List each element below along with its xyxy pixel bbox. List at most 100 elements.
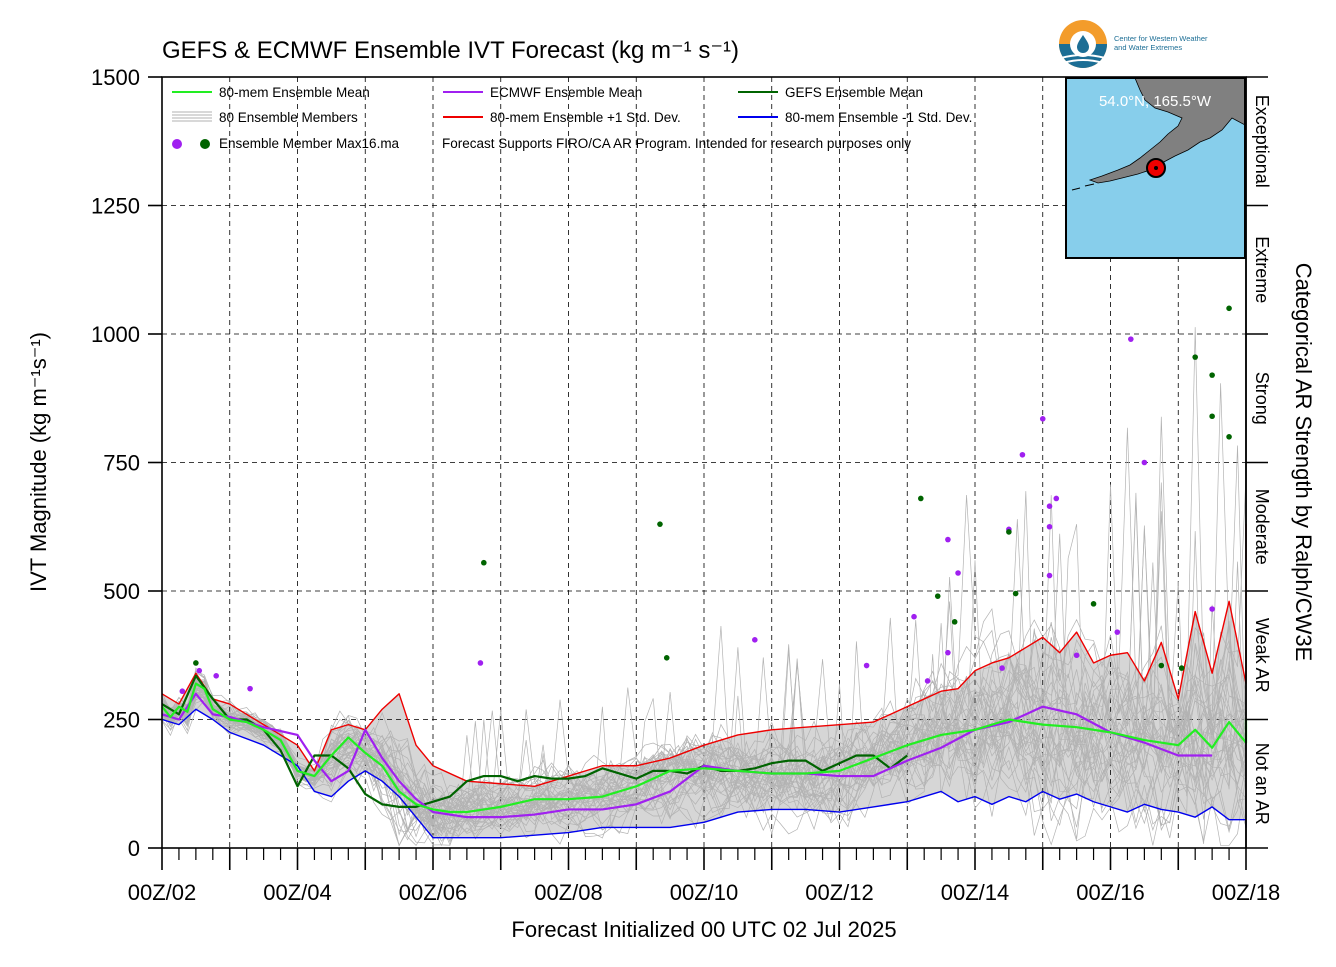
category-label: Extreme [1252,236,1272,303]
logo-line-1: Center for Western Weather [1114,34,1208,43]
minus-std-line [161,708,1247,839]
ecmwf-max-point [1046,572,1053,579]
y-tick-label: 250 [103,708,140,733]
landmass [1088,77,1246,184]
legend-minus-std: 80-mem Ensemble -1 Std. Dev. [785,110,972,125]
x-tick-label: 00Z/10 [670,880,739,905]
category-label: Not an AR [1252,743,1272,825]
gefs-max-point [193,660,199,666]
gefs-max-point [1226,305,1232,312]
ecmwf-max-point [196,667,203,674]
ensemble-member-line [161,427,1247,832]
x-tick-label: 00Z/16 [1076,880,1145,905]
ecmwf-mean-line [161,692,1213,819]
logo-line-2: and Water Extremes [1114,43,1182,52]
legend-max-points: Ensemble Member Max16.ma [219,136,400,151]
category-label: Strong [1252,372,1272,425]
gefs-max-point [1226,434,1232,440]
ecmwf-max-point [911,613,917,620]
ecmwf-max-point [1019,451,1026,458]
ecmwf-max-point [179,688,186,695]
ecmwf-max-point [955,570,961,576]
y-tick-label: 0 [128,836,140,861]
gefs-mean-line [161,674,908,808]
ecmwf-max-point [999,665,1005,671]
gefs-max-point [663,655,670,661]
category-label: Weak AR [1252,618,1272,693]
ensemble-member-line [161,492,1247,823]
ecmwf-max-point [752,637,758,643]
ensemble-member-line [161,482,1247,823]
ensemble-member-line [161,561,1247,833]
x-tick-label: 00Z/06 [399,880,468,905]
ecmwf-max-point [1141,459,1148,466]
gefs-max-point [934,593,941,599]
y-axis-label: IVT Magnitude (kg m⁻¹s⁻¹) [26,332,51,592]
gefs-max-point [1158,662,1165,669]
inset-map: 54.0°N, 165.5°W [1065,77,1246,259]
legend: 80-mem Ensemble Mean ECMWF Ensemble Mean… [172,85,972,151]
ecmwf-max-point [1209,606,1215,612]
ecmwf-max-point [1053,495,1060,502]
plus-std-line [161,523,1247,788]
gefs-max-point [657,521,663,527]
gefs-max-point [1090,601,1097,607]
ensemble-member-line [161,668,1247,813]
gefs-max-point [481,559,487,566]
gefs-max-point [1006,529,1012,535]
y-tick-label: 1000 [91,322,140,347]
ecmwf-max-point [1073,652,1080,659]
category-label: Exceptional [1252,95,1272,188]
ensemble-member-line [161,327,1247,840]
category-label: Moderate [1252,489,1272,565]
ecmwf-max-point [1114,629,1121,635]
legend-members: 80 Ensemble Members [219,110,358,125]
ecmwf-max-point [1128,336,1134,342]
ensemble-member-line [161,647,1247,839]
ensemble-member-line [161,625,1247,831]
y-tick-label: 1500 [91,65,140,90]
x-tick-label: 00Z/18 [1212,880,1281,905]
gefs-max-point [1209,372,1215,378]
gefs-max-point [1192,354,1198,360]
ecmwf-max-point [924,678,931,684]
ensemble-mean-line [161,682,1248,814]
ensemble-member-line [161,528,1247,837]
x-tick-label: 00Z/04 [263,880,332,905]
legend-plus-std: 80-mem Ensemble +1 Std. Dev. [490,110,681,125]
x-tick-label: 00Z/12 [805,880,874,905]
research-notice: Forecast Supports FIRO/CA AR Program. In… [442,136,911,151]
gefs-max-point [951,619,958,625]
legend-ensemble-mean: 80-mem Ensemble Mean [219,85,370,100]
ecmwf-max-point [247,685,253,692]
y-tick-label: 500 [103,579,140,604]
ecmwf-max-point [945,649,951,656]
ensemble-member-line [161,674,1247,838]
legend-ecmwf-mean: ECMWF Ensemble Mean [490,85,642,100]
ensemble-member-line [161,519,1247,834]
cw3e-logo: Center for Western Weather and Water Ext… [1059,20,1208,68]
gefs-max-point [1178,665,1185,671]
ecmwf-max-point [945,536,951,543]
ecmwf-max-point [1046,503,1053,509]
x-tick-label: 00Z/14 [941,880,1010,905]
x-tick-label: 00Z/08 [534,880,603,905]
x-axis-label: Forecast Initialized 00 UTC 02 Jul 2025 [511,917,896,942]
gefs-max-point [1209,413,1215,420]
ecmwf-max-point [477,660,484,666]
ensemble-member-line [161,683,1247,846]
ensemble-member-line [161,638,1247,825]
ecmwf-max-point [1039,416,1046,422]
gefs-max-point [1012,590,1019,597]
ensemble-member-line [161,445,1247,847]
legend-gefs-mean: GEFS Ensemble Mean [785,85,923,100]
right-axis-label: Categorical AR Strength by Ralph/CW3E [1291,263,1316,662]
gefs-max-point [918,495,924,502]
y-tick-label: 750 [103,451,140,476]
ecmwf-max-point [213,673,219,679]
inset-coordinates: 54.0°N, 165.5°W [1099,93,1212,110]
x-tick-label: 00Z/02 [128,880,197,905]
ecmwf-max-point [863,662,870,669]
